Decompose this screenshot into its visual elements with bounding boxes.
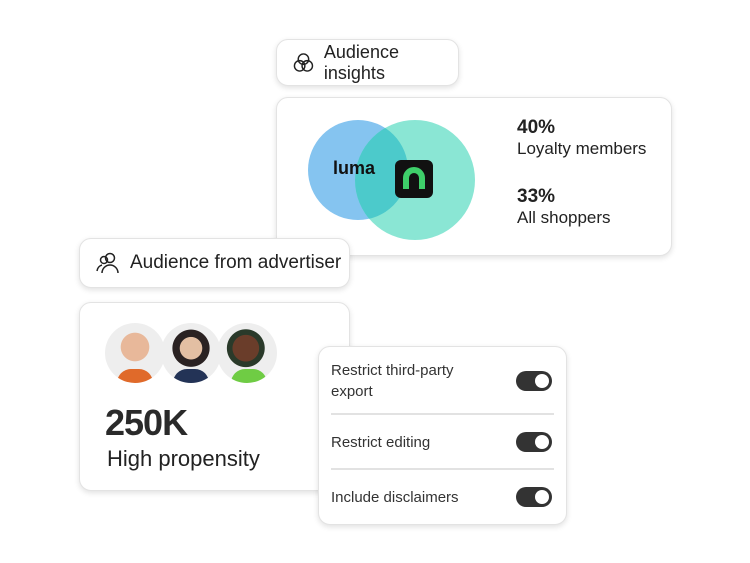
setting-label: Restrict third-party export [331, 362, 454, 400]
setting-row: Include disclaimers [331, 477, 554, 517]
toggle-switch[interactable] [516, 371, 552, 391]
stat-label: Loyalty members [517, 139, 647, 158]
audience-insights-pill[interactable]: Audience insights [276, 39, 459, 86]
toggle-switch[interactable] [516, 432, 552, 452]
audience-insights-label: Audience insights [323, 41, 399, 83]
stat-label: All shoppers [517, 208, 611, 227]
divider [331, 413, 554, 415]
overlap-area [355, 120, 408, 220]
audience-from-advertiser-pill[interactable]: Audience from advertiser [79, 238, 350, 288]
stat-value: 33% [517, 186, 556, 207]
divider [331, 468, 554, 470]
avatar [217, 323, 277, 383]
toggle-switch[interactable] [516, 487, 552, 507]
audience-insights-card: luma 40% Loyalty members 33% All shopper… [276, 97, 672, 256]
audience-count: 250K [105, 402, 188, 443]
setting-label: Restrict editing [331, 433, 431, 451]
audience-card: 250K High propensity [79, 302, 350, 491]
audience-from-advertiser-label: Audience from advertiser [130, 252, 342, 273]
setting-label: Include disclaimers [331, 488, 459, 506]
venn-icon [293, 52, 314, 72]
stat-value: 40% [517, 117, 556, 138]
avatar [161, 323, 221, 383]
setting-row: Restrict third-party export [331, 361, 554, 401]
venn-diagram [308, 120, 475, 240]
setting-row: Restrict editing [331, 422, 554, 462]
settings-card: Restrict third-party export Restrict edi… [318, 346, 567, 525]
luma-logo: luma [333, 158, 376, 178]
users-icon [96, 252, 119, 274]
avatar [105, 323, 165, 383]
audience-label: High propensity [107, 446, 260, 471]
partner-logo [395, 160, 433, 198]
